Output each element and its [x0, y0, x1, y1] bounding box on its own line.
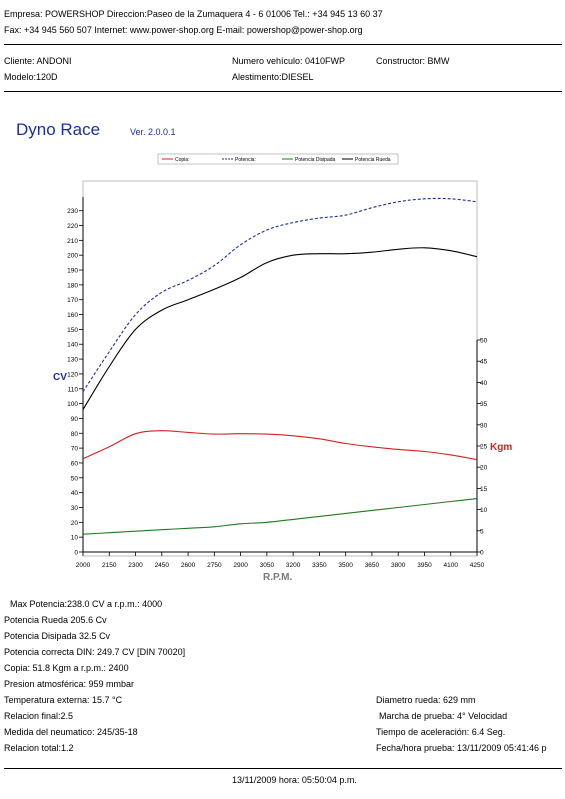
x-tick-label: 2750 — [207, 562, 222, 569]
x-tick-label: 4100 — [443, 562, 458, 569]
vehicle-number: Numero vehículo: 0410FWP — [232, 56, 346, 66]
legend-label: Potencia Disipada — [295, 157, 336, 163]
y-left-tick-label: 0 — [74, 550, 78, 557]
wheel-power: Potencia Rueda 205.6 Cv — [4, 615, 107, 625]
total-ratio: Relacion total:1.2 — [4, 743, 74, 753]
x-tick-label: 3350 — [312, 562, 327, 569]
y-right-tick-label: 20 — [480, 465, 488, 472]
legend-label: Potencia Rueda — [355, 157, 391, 163]
y-right-axis-label: Kgm — [490, 442, 512, 453]
tire-size: Medida del neumatico: 245/35-18 — [4, 727, 138, 737]
final-ratio: Relacion final:2.5 — [4, 711, 74, 721]
x-tick-label: 3800 — [391, 562, 406, 569]
pressure: Presion atmosférica: 959 mmbar — [4, 679, 135, 689]
dissipated-power: Potencia Disipada 32.5 Cv — [4, 631, 111, 641]
y-left-tick-label: 200 — [67, 253, 78, 260]
divider — [4, 91, 562, 92]
y-left-tick-label: 140 — [67, 342, 78, 349]
y-left-tick-label: 90 — [71, 416, 79, 423]
y-right-tick-label: 35 — [480, 401, 488, 408]
x-tick-label: 3950 — [417, 562, 432, 569]
model: Modelo:120D — [4, 72, 58, 82]
legend-box — [157, 153, 399, 165]
y-right-tick-label: 15 — [480, 486, 488, 493]
x-tick-label: 4250 — [470, 562, 485, 569]
divider — [4, 768, 562, 769]
y-left-tick-label: 40 — [71, 490, 79, 497]
y-left-tick-label: 190 — [67, 268, 78, 275]
x-tick-label: 2150 — [102, 562, 117, 569]
legend-label: Potencia: — [235, 157, 256, 163]
y-left-tick-label: 170 — [67, 297, 78, 304]
page-title: Dyno Race — [16, 120, 101, 139]
dyno-chart: Copia: Potencia: Potencia Disipada Potencia… — [53, 153, 512, 583]
torque-line — [82, 430, 478, 461]
y-left-tick-label: 20 — [71, 520, 79, 527]
y-right-tick-label: 40 — [480, 380, 488, 387]
x-tick-label: 2300 — [128, 562, 143, 569]
series — [82, 197, 478, 535]
y-left-tick-label: 160 — [67, 312, 78, 319]
y-left-tick-label: 120 — [67, 371, 78, 378]
footer-timestamp: 13/11/2009 hora: 05:50:04 p.m. — [232, 775, 357, 785]
client-name: Cliente: ANDONI — [4, 56, 72, 66]
max-power: Max Potencia:238.0 CV a r.p.m.: 4000 — [10, 599, 163, 609]
wheel-power-line — [82, 247, 478, 410]
y-left-tick-label: 60 — [71, 460, 79, 467]
y-left-tick-label: 230 — [67, 208, 78, 215]
y-right-tick-label: 0 — [480, 550, 484, 557]
y-left-tick-label: 130 — [67, 357, 78, 364]
constructor: Constructor: BMW — [376, 56, 450, 66]
x-tick-label: 3050 — [260, 562, 275, 569]
y-left-tick-label: 110 — [68, 386, 79, 393]
y-right-tick-label: 30 — [480, 422, 488, 429]
y-left-tick-label: 30 — [71, 505, 79, 512]
torque: Copia: 51.8 Kgm a r.p.m.: 2400 — [4, 663, 129, 673]
x-axis-label: R.P.M. — [263, 572, 292, 583]
y-left-axis-label: CV — [53, 372, 67, 383]
axes: 0102030405060708090100110120130140150160… — [67, 197, 488, 569]
y-left-tick-label: 220 — [67, 223, 78, 230]
version-label: Ver. 2.0.0.1 — [130, 127, 176, 137]
plot-border — [82, 180, 478, 557]
y-left-tick-label: 210 — [67, 238, 78, 245]
y-left-tick-label: 50 — [71, 475, 79, 482]
x-tick-label: 3650 — [365, 562, 380, 569]
y-left-tick-label: 10 — [71, 535, 79, 542]
x-tick-label: 2000 — [76, 562, 91, 569]
contact-line: Fax: +34 945 560 507 Internet: www.power… — [4, 25, 363, 35]
x-tick-label: 3500 — [338, 562, 353, 569]
y-left-tick-label: 80 — [71, 431, 79, 438]
wheel-diameter: Diametro rueda: 629 mm — [376, 695, 476, 705]
y-right-tick-label: 50 — [480, 338, 488, 345]
power-line — [82, 197, 478, 393]
x-tick-label: 2900 — [233, 562, 248, 569]
divider — [4, 44, 562, 45]
legend: Copia: Potencia: Potencia Disipada Potencia… — [157, 153, 399, 165]
y-right-tick-label: 10 — [480, 507, 488, 514]
y-left-tick-label: 180 — [67, 282, 78, 289]
dissipated-power-line — [82, 498, 478, 535]
x-tick-label: 3200 — [286, 562, 301, 569]
y-left-tick-label: 70 — [71, 446, 79, 453]
y-right-tick-label: 5 — [480, 528, 484, 535]
alestimento: Alestimento:DIESEL — [232, 72, 314, 82]
test-gear: Marcha de prueba: 4° Velocidad — [379, 711, 508, 721]
legend-label: Copia: — [175, 157, 189, 163]
x-tick-label: 2600 — [181, 562, 196, 569]
y-left-tick-label: 100 — [67, 401, 78, 408]
test-datetime: Fecha/hora prueba: 13/11/2009 05:41:46 p — [376, 743, 547, 753]
y-left-tick-label: 150 — [67, 327, 78, 334]
x-tick-label: 2450 — [155, 562, 170, 569]
company-line: Empresa: POWERSHOP Direccion:Paseo de la… — [4, 9, 383, 19]
din-power: Potencia correcta DIN: 249.7 CV [DIN 700… — [4, 647, 186, 657]
acceleration-time: Tiempo de aceleración: 6.4 Seg. — [376, 727, 506, 737]
y-right-tick-label: 25 — [480, 444, 488, 451]
temperature: Temperatura externa: 15.7 °C — [4, 695, 123, 705]
y-right-tick-label: 45 — [480, 359, 488, 366]
